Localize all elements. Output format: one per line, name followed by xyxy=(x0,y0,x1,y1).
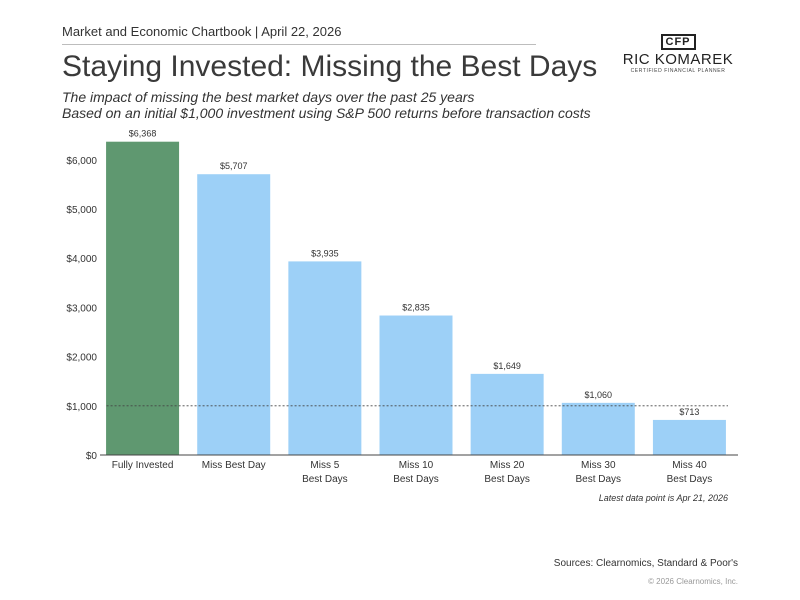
x-category-label: Best Days xyxy=(393,474,439,485)
advisor-logo: CFP RIC KOMAREK CERTIFIED FINANCIAL PLAN… xyxy=(618,32,738,74)
y-tick-label: $2,000 xyxy=(66,353,97,364)
subtitle-line-1: The impact of missing the best market da… xyxy=(62,89,475,105)
x-category-label: Miss 40 xyxy=(672,460,707,471)
bar-data-label: $2,835 xyxy=(402,303,430,313)
bar xyxy=(288,261,362,455)
x-category-label: Best Days xyxy=(484,474,530,485)
subtitle-line-2: Based on an initial $1,000 investment us… xyxy=(62,105,591,121)
bar-data-label: $3,935 xyxy=(311,248,339,258)
bar xyxy=(470,373,544,455)
bar xyxy=(106,141,180,455)
bar xyxy=(197,174,271,455)
chart-subtitle: The impact of missing the best market da… xyxy=(62,89,591,121)
y-tick-label: $5,000 xyxy=(66,205,97,216)
bar-data-label: $5,707 xyxy=(220,161,248,171)
latest-data-note: Latest data point is Apr 21, 2026 xyxy=(598,493,728,503)
cfp-mark: CFP xyxy=(660,34,696,50)
y-tick-label: $1,000 xyxy=(66,402,97,413)
x-category-label: Miss 30 xyxy=(581,460,616,471)
bar-data-label: $1,649 xyxy=(493,361,521,371)
y-tick-label: $0 xyxy=(86,451,98,462)
bar xyxy=(379,315,453,455)
advisor-tagline: CERTIFIED FINANCIAL PLANNER xyxy=(630,68,726,74)
copyright-note: © 2026 Clearnomics, Inc. xyxy=(648,577,738,586)
x-category-label: Fully Invested xyxy=(112,460,174,471)
bar-data-label: $1,060 xyxy=(585,390,613,400)
sources-note: Sources: Clearnomics, Standard & Poor's xyxy=(553,558,738,569)
x-category-label: Miss Best Day xyxy=(202,460,266,471)
chartbook-header: Market and Economic Chartbook | April 22… xyxy=(62,24,342,39)
header-divider xyxy=(62,44,536,45)
y-tick-label: $4,000 xyxy=(66,254,97,265)
x-category-label: Miss 10 xyxy=(399,460,434,471)
x-category-label: Best Days xyxy=(667,474,713,485)
page-title: Staying Invested: Missing the Best Days xyxy=(62,50,598,83)
y-tick-label: $3,000 xyxy=(66,303,97,314)
bar xyxy=(561,402,635,455)
advisor-name: RIC KOMAREK xyxy=(622,51,734,68)
x-category-label: Miss 20 xyxy=(490,460,525,471)
x-category-label: Best Days xyxy=(302,474,348,485)
y-tick-label: $6,000 xyxy=(66,156,97,167)
bar-data-label: $6,368 xyxy=(129,129,157,139)
bar xyxy=(652,419,726,455)
x-category-label: Best Days xyxy=(575,474,621,485)
bar-data-label: $713 xyxy=(679,407,699,417)
x-category-label: Miss 5 xyxy=(310,460,339,471)
